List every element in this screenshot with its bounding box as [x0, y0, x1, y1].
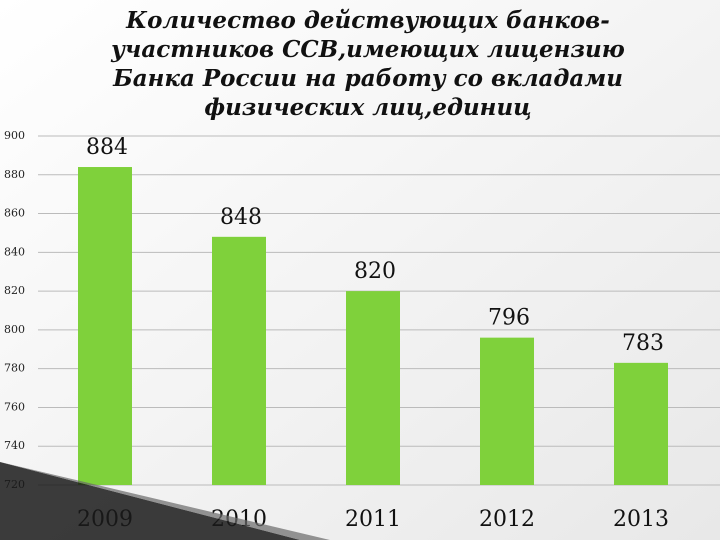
- chart-title: Количество действующих банков-участников…: [110, 7, 625, 121]
- data-label: 796: [488, 306, 530, 331]
- bar: [212, 236, 266, 485]
- data-label: 783: [622, 331, 664, 356]
- y-tick-label: 900: [4, 129, 25, 142]
- y-tick-label: 880: [4, 168, 25, 181]
- bar: [346, 291, 400, 485]
- title-line: Количество действующих банков-: [125, 7, 610, 34]
- data-label: 884: [86, 135, 128, 160]
- y-tick-label: 740: [4, 439, 25, 452]
- x-tick-label: 2011: [345, 507, 401, 532]
- y-tick-label: 780: [4, 362, 25, 375]
- bar: [78, 167, 132, 485]
- y-tick-label: 800: [4, 323, 25, 336]
- data-label: 848: [220, 205, 262, 230]
- title-line: физических лиц,единиц: [204, 94, 531, 121]
- data-label: 820: [354, 259, 396, 284]
- decoration: [0, 462, 330, 540]
- y-tick-label: 820: [4, 284, 25, 297]
- y-tick-label: 840: [4, 245, 25, 258]
- title-line: Банка России на работу со вкладами: [112, 65, 623, 92]
- plot: 7207407607808008208408608809008842009848…: [4, 129, 720, 532]
- title-line: участников ССВ,имеющих лицензию: [110, 36, 625, 63]
- y-tick-label: 760: [4, 400, 25, 413]
- x-tick-label: 2012: [479, 507, 535, 532]
- x-tick-label: 2013: [613, 507, 669, 532]
- bar: [480, 337, 534, 485]
- bar: [614, 362, 668, 485]
- y-tick-label: 860: [4, 207, 25, 220]
